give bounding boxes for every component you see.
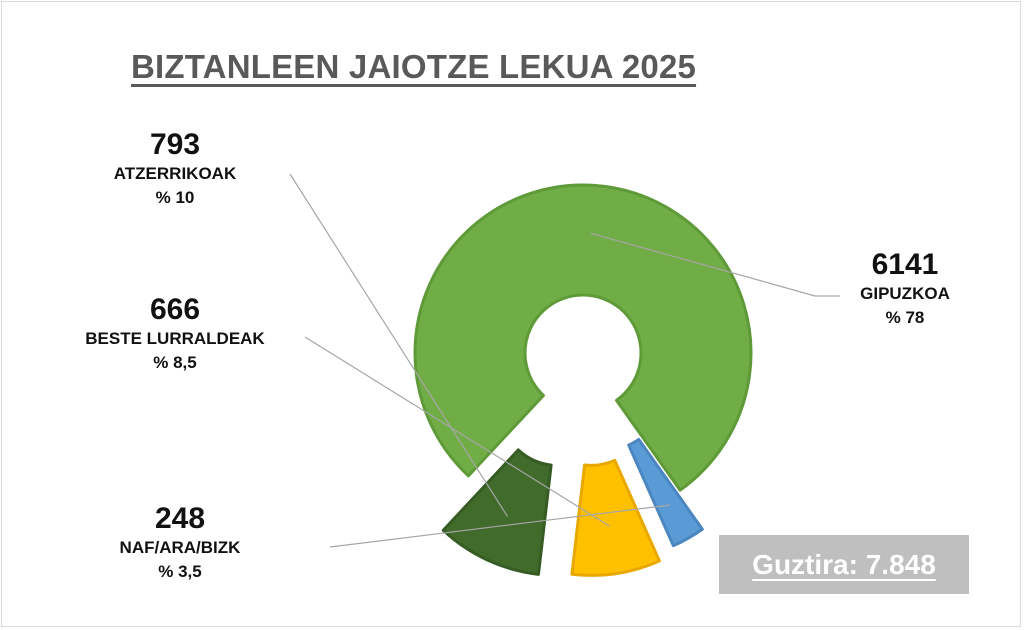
value-atzerrikoak: 793 <box>149 128 201 161</box>
name-beste-lurraldeak: BESTE LURRALDEAK <box>85 329 265 348</box>
value-gipuzkoa: 6141 <box>871 248 939 281</box>
name-atzerrikoak: ATZERRIKOAK <box>113 164 237 183</box>
leader-line-atzerrikoak <box>289 173 508 517</box>
label-atzerrikoak: 793 ATZERRIKOAK % 10 <box>90 128 260 210</box>
percent-beste-lurraldeak: % 8,5 <box>153 353 197 372</box>
chart-title: BIZTANLEEN JAIOTZE LEKUA 2025 <box>131 48 697 85</box>
value-naf-ara-bizk: 248 <box>154 502 206 535</box>
name-naf-ara-bizk: NAF/ARA/BIZK <box>119 538 241 557</box>
total-badge: Guztira: 7.848 <box>719 535 969 594</box>
leader-line-beste-lurraldeak <box>304 336 610 527</box>
percent-naf-ara-bizk: % 3,5 <box>158 562 202 581</box>
label-beste-lurraldeak: 666 BESTE LURRALDEAK % 8,5 <box>60 293 290 375</box>
leader-line-naf-ara-bizk <box>329 504 670 548</box>
slice-atzerrikoak <box>441 448 553 576</box>
label-gipuzkoa: 6141 GIPUZKOA % 78 <box>835 248 975 330</box>
slice-gipuzkoa <box>413 183 753 492</box>
percent-gipuzkoa: % 78 <box>885 308 925 327</box>
label-naf-ara-bizk: 248 NAF/ARA/BIZK % 3,5 <box>90 502 270 584</box>
slice-beste-lurraldeak <box>570 458 661 577</box>
percent-atzerrikoak: % 10 <box>155 188 195 207</box>
name-gipuzkoa: GIPUZKOA <box>860 284 950 303</box>
value-beste-lurraldeak: 666 <box>149 293 201 326</box>
leader-line-gipuzkoa <box>590 232 840 297</box>
slice-naf-ara-bizk <box>627 437 704 548</box>
